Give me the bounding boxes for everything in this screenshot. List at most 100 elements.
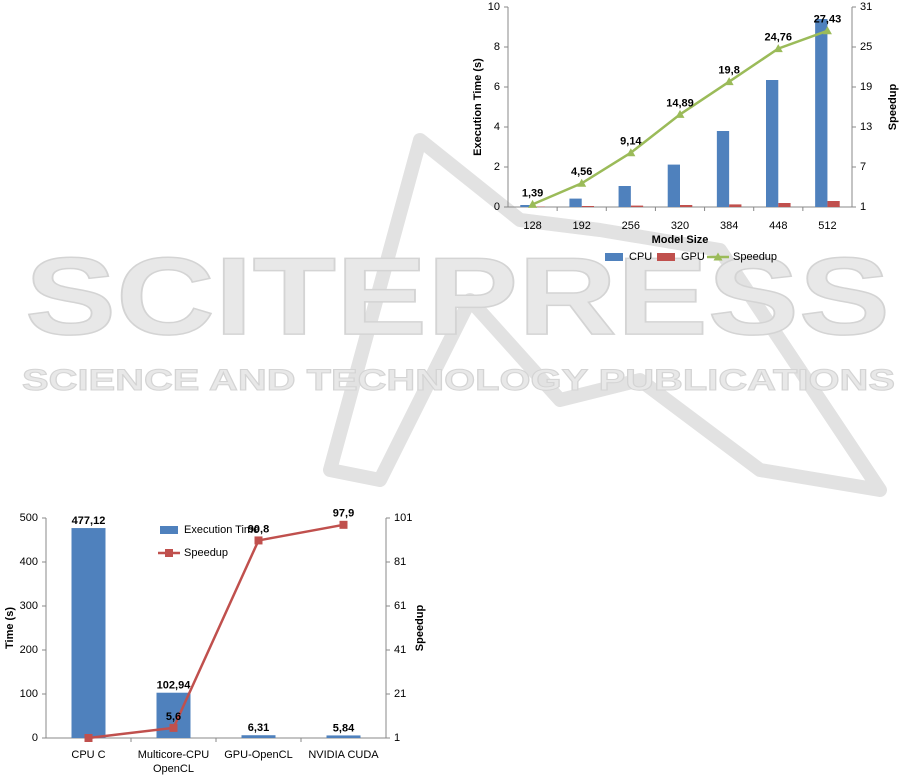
y-tick-label: 10: [488, 1, 500, 13]
bar: [716, 131, 730, 207]
line-marker: [675, 109, 685, 118]
y-tick-label: 300: [20, 600, 38, 612]
watermark-subtitle: SCIENCE AND TECHNOLOGY PUBLICATIONS: [22, 364, 895, 397]
line-marker: [773, 44, 783, 53]
x-tick-label: 256: [622, 220, 640, 232]
bar-value-label: 477,12: [72, 515, 106, 527]
legend-label: Execution Time: [184, 524, 259, 536]
legend-label: CPU: [629, 251, 652, 263]
x-tick-label: 128: [523, 220, 541, 232]
bar: [729, 204, 742, 207]
line-marker: [169, 723, 178, 732]
chart: 0 2 4 6 8 10 1 7 13 19 25 31 Execution Time (s) Speed…: [472, 1, 899, 263]
line-marker: [339, 520, 348, 529]
y2-tick-label: 1: [860, 201, 866, 213]
y-axis-title: Time (s): [4, 607, 16, 649]
chart: 0 100 200 300 400 500 1 21 41 61 81 101 Time (s) Spee…: [4, 508, 426, 744]
bar: [241, 735, 276, 738]
line-value-label: 19,8: [718, 65, 739, 77]
y2-tick-label: 81: [394, 556, 406, 568]
bar: [569, 198, 582, 207]
bar: [680, 205, 693, 207]
bar: [71, 528, 106, 738]
line-marker: [626, 148, 636, 157]
watermark-title: SCITEPRESS: [25, 235, 890, 358]
legend-swatch: [605, 253, 623, 261]
y-tick-label: 500: [20, 512, 38, 524]
bar: [581, 206, 594, 207]
line-marker: [577, 178, 587, 187]
y2-tick-label: 41: [394, 644, 406, 656]
watermark-swoosh: [323, 133, 887, 497]
line-value-label: 5,6: [166, 711, 181, 723]
line-marker: [528, 199, 538, 208]
bar: [815, 19, 828, 207]
line-marker: [822, 26, 832, 35]
bar-value-label: 6,31: [248, 722, 269, 734]
y2-tick-label: 61: [394, 600, 406, 612]
y2-tick-label: 7: [860, 161, 866, 173]
bar: [778, 203, 791, 207]
y-tick-label: 0: [494, 201, 500, 213]
line: [88, 523, 344, 740]
legend-label: GPU: [681, 251, 705, 263]
x-tick-label: 320: [671, 220, 689, 232]
line-value-label: 14,89: [666, 97, 694, 109]
y2-tick-label: 1: [394, 732, 400, 744]
y2-axis-title: Speedup: [414, 604, 426, 651]
line-value-label: 24,76: [765, 32, 793, 44]
watermark: SCITEPRESS SCIENCE AND TECHNOLOGY PUBLIC…: [22, 133, 896, 497]
y2-tick-label: 19: [860, 81, 872, 93]
y2-tick-label: 13: [860, 121, 872, 133]
bar: [326, 735, 361, 738]
bar-value-label: 5,84: [333, 722, 355, 734]
line-marker: [84, 734, 93, 742]
x-tick-label: 384: [720, 220, 738, 232]
bar: [667, 164, 680, 207]
line-value-label: 90,8: [248, 523, 269, 535]
x-tick-label: NVIDIA CUDA: [308, 749, 379, 761]
y-tick-label: 8: [494, 41, 500, 53]
y-tick-label: 100: [20, 688, 38, 700]
legend-swatch: [160, 526, 178, 534]
legend-label: Speedup: [733, 251, 777, 263]
y-tick-label: 4: [494, 121, 500, 133]
line-value-label: 27,43: [814, 14, 842, 26]
y-tick-label: 400: [20, 556, 38, 568]
line-value-label: 97,9: [333, 508, 354, 520]
bar-value-label: 102,94: [157, 680, 192, 692]
line-value-label: 1,39: [522, 187, 543, 199]
bar: [827, 201, 840, 207]
line-marker: [165, 549, 173, 557]
y2-axis-title: Speedup: [887, 83, 899, 130]
y2-tick-label: 25: [860, 41, 872, 53]
y-tick-label: 2: [494, 161, 500, 173]
line-marker: [724, 77, 734, 86]
y-tick-label: 200: [20, 644, 38, 656]
x-tick-label: CPU C: [71, 749, 106, 761]
line-value-label: 9,14: [620, 136, 642, 148]
line-marker: [254, 536, 263, 545]
bar: [618, 186, 631, 207]
bar: [766, 80, 779, 207]
bar: [630, 205, 644, 207]
bar: [520, 205, 533, 207]
y2-tick-label: 31: [860, 1, 872, 13]
y-axis-title: Execution Time (s): [472, 58, 484, 156]
x-tick-label: 448: [769, 220, 787, 232]
y-tick-label: 0: [32, 732, 38, 744]
y2-tick-label: 21: [394, 688, 406, 700]
legend-swatch: [657, 253, 675, 261]
x-axis-title: Model Size: [652, 234, 709, 246]
y-tick-label: 6: [494, 81, 500, 93]
y2-tick-label: 101: [394, 512, 412, 524]
legend-label: Speedup: [184, 547, 228, 559]
x-tick-label: GPU-OpenCL: [224, 749, 293, 761]
x-tick-label: 512: [818, 220, 836, 232]
line-value-label: 4,56: [571, 166, 592, 178]
line-marker: [713, 252, 723, 261]
x-tick-label: 192: [573, 220, 591, 232]
x-tick-label: Multicore-CPU OpenCL: [137, 749, 210, 775]
